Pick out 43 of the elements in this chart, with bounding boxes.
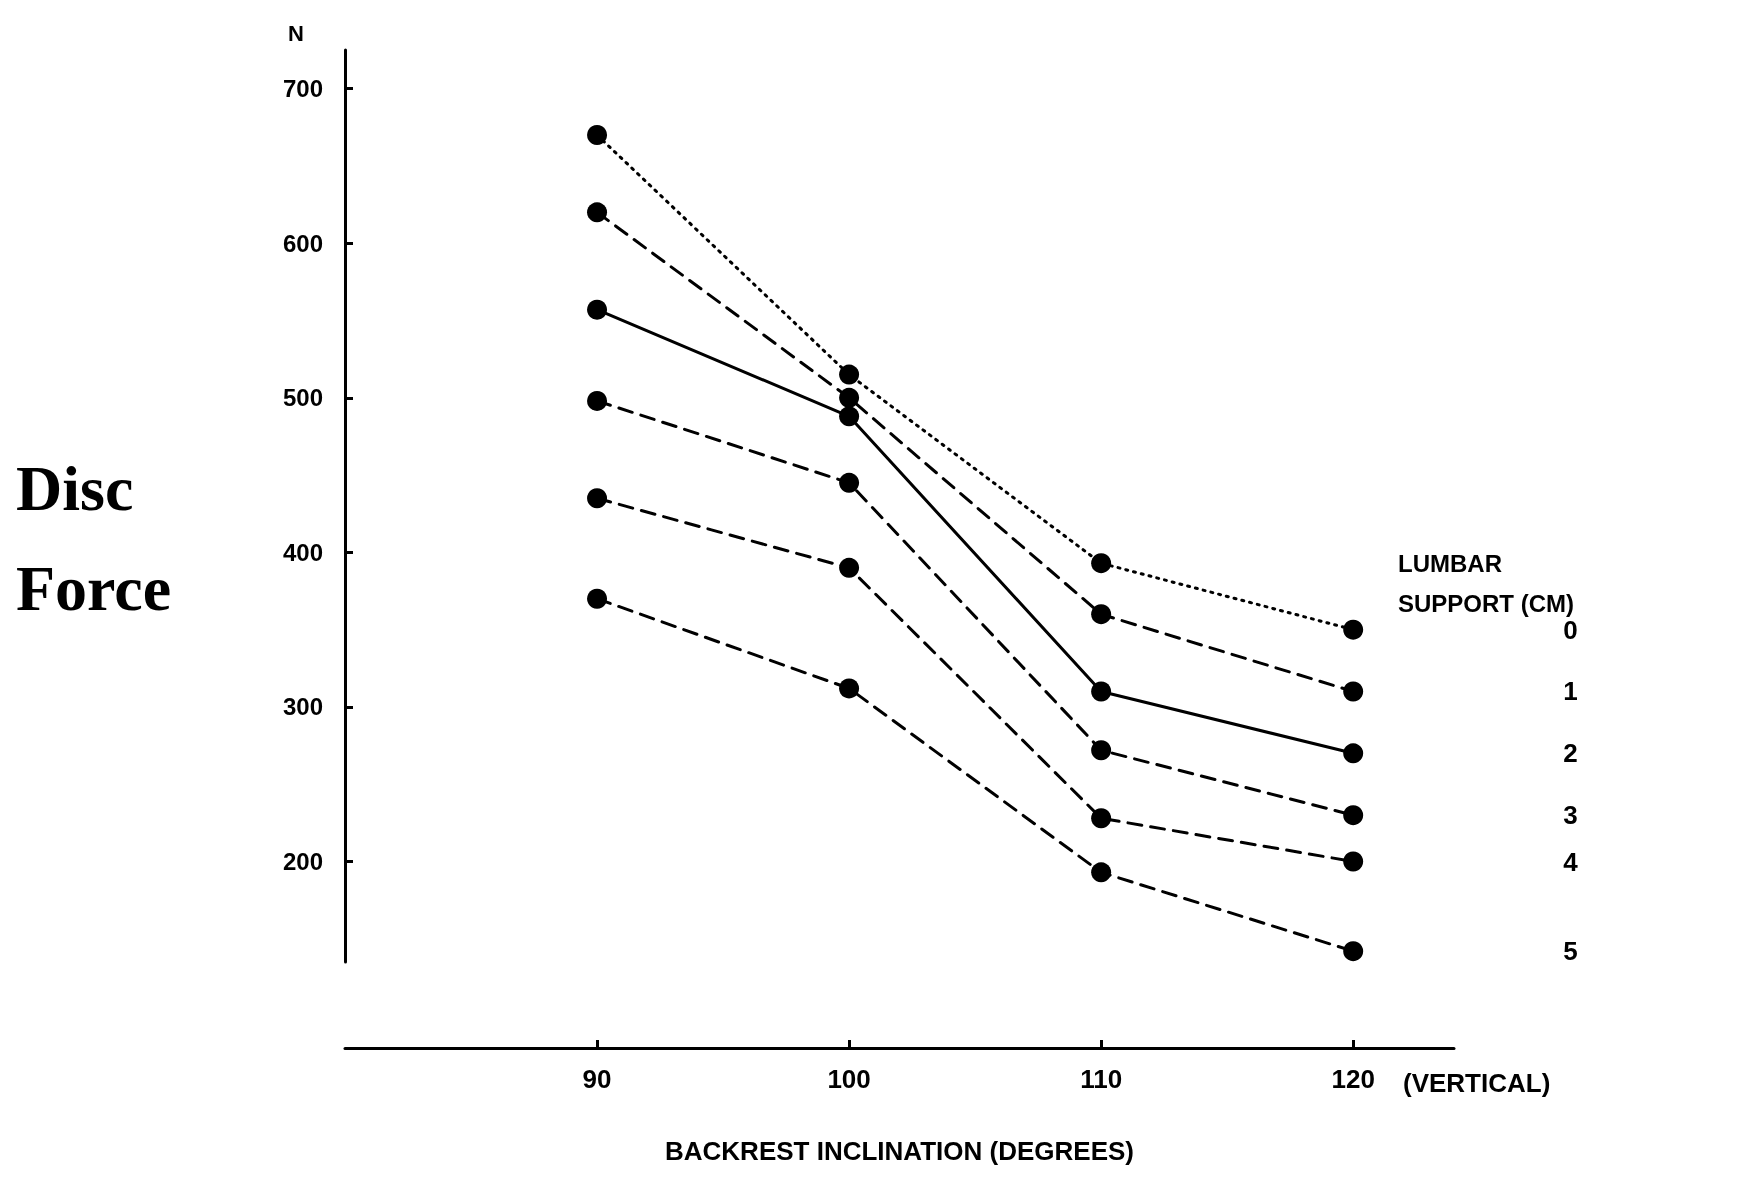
x-tick-label: 110 bbox=[1080, 1064, 1123, 1094]
point bbox=[839, 364, 860, 385]
y-tick-label: 200 bbox=[282, 848, 323, 876]
point bbox=[1343, 681, 1364, 702]
point bbox=[587, 588, 608, 609]
point bbox=[587, 125, 608, 146]
point bbox=[1091, 740, 1112, 761]
point bbox=[1343, 941, 1364, 962]
point bbox=[839, 557, 860, 578]
point bbox=[1091, 862, 1112, 883]
point bbox=[1091, 553, 1112, 574]
point bbox=[839, 678, 860, 699]
text: 4 bbox=[1563, 846, 1579, 877]
x-tick-label: 100 bbox=[827, 1064, 871, 1094]
text: 2 bbox=[1563, 738, 1578, 769]
point bbox=[1091, 681, 1112, 702]
x-tick-label: 120 bbox=[1331, 1064, 1375, 1094]
text: 5 bbox=[1563, 936, 1578, 967]
text: (VERTICAL) bbox=[1403, 1068, 1551, 1098]
point bbox=[1091, 604, 1112, 625]
y-tick-label: 500 bbox=[282, 384, 323, 412]
y-tick-label: 400 bbox=[282, 538, 323, 566]
y-tick-label: 600 bbox=[282, 229, 323, 257]
point bbox=[587, 390, 608, 411]
text: 1 bbox=[1563, 676, 1578, 707]
point bbox=[839, 472, 860, 493]
point bbox=[587, 488, 608, 509]
point bbox=[1343, 619, 1364, 640]
point bbox=[587, 202, 608, 223]
point bbox=[1343, 743, 1364, 764]
y-tick-label: 300 bbox=[282, 693, 323, 721]
y-axis-title: Disc Force bbox=[16, 452, 172, 624]
point bbox=[839, 387, 860, 408]
x-axis-title: BACKREST INCLINATION (DEGREES) bbox=[665, 1136, 1134, 1166]
text: N bbox=[288, 20, 304, 46]
x-tick-label: 90 bbox=[582, 1064, 612, 1094]
y-tick-label: 700 bbox=[282, 75, 323, 103]
point bbox=[1091, 808, 1112, 829]
text: 3 bbox=[1563, 800, 1578, 831]
point bbox=[1343, 851, 1364, 872]
point bbox=[839, 406, 860, 427]
point bbox=[587, 299, 608, 320]
point bbox=[1343, 805, 1364, 826]
